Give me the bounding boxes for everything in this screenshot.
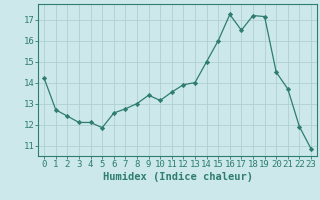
X-axis label: Humidex (Indice chaleur): Humidex (Indice chaleur) [103, 172, 252, 182]
